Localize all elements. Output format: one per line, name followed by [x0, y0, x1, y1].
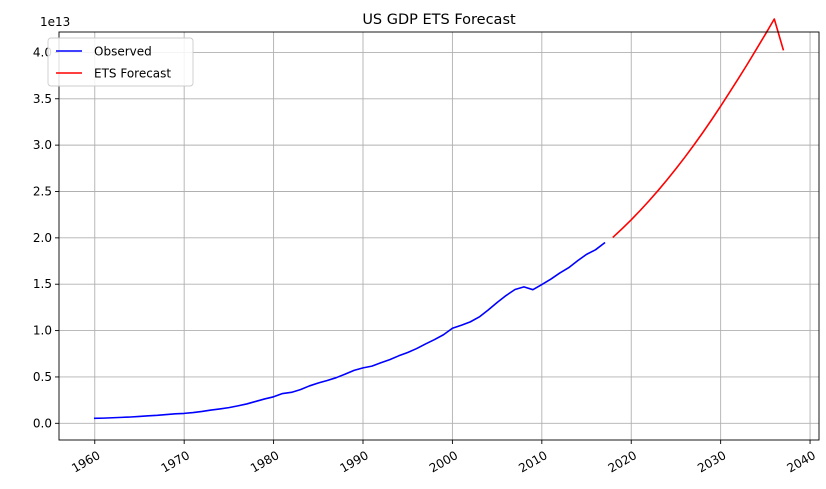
series-layer [93, 18, 785, 420]
series-line-ets-forecast [612, 18, 785, 239]
legend-label-observed: Observed [94, 45, 152, 59]
y-tick-label: 3.0 [33, 138, 52, 152]
series-line-observed [93, 241, 606, 420]
tick-layer: 1960 1970 1980 1990 2000 2010 2020 2030 2040 0.0 0… [33, 45, 818, 475]
y-tick-label: 1.0 [33, 324, 52, 338]
y-offset-label: 1e13 [40, 15, 70, 29]
y-tick-label: 2.5 [33, 184, 52, 198]
legend: Observed ETS Forecast [47, 37, 194, 87]
x-tick-label: 1980 [248, 448, 281, 475]
x-tick-label: 1970 [159, 448, 192, 475]
x-tick-label: 2010 [516, 448, 549, 475]
y-tick-label: 0.0 [33, 416, 52, 430]
y-tick-label: 3.5 [33, 92, 52, 106]
x-tick-label: 2020 [606, 448, 639, 475]
x-tick-label: 2030 [695, 448, 728, 475]
x-tick-label: 1990 [337, 448, 370, 475]
y-tick-label: 1.5 [33, 277, 52, 291]
legend-label-forecast: ETS Forecast [94, 67, 171, 81]
y-tick-label: 4.0 [33, 45, 52, 59]
x-tick-label: 2040 [785, 448, 818, 475]
grid-layer [59, 32, 819, 440]
x-tick-label: 1960 [69, 448, 102, 475]
legend-box [47, 37, 194, 87]
chart-title: US GDP ETS Forecast [362, 12, 516, 28]
y-tick-label: 0.5 [33, 370, 52, 384]
x-tick-label: 2000 [427, 448, 460, 475]
y-tick-label: 2.0 [33, 231, 52, 245]
plot-frame [58, 31, 820, 441]
